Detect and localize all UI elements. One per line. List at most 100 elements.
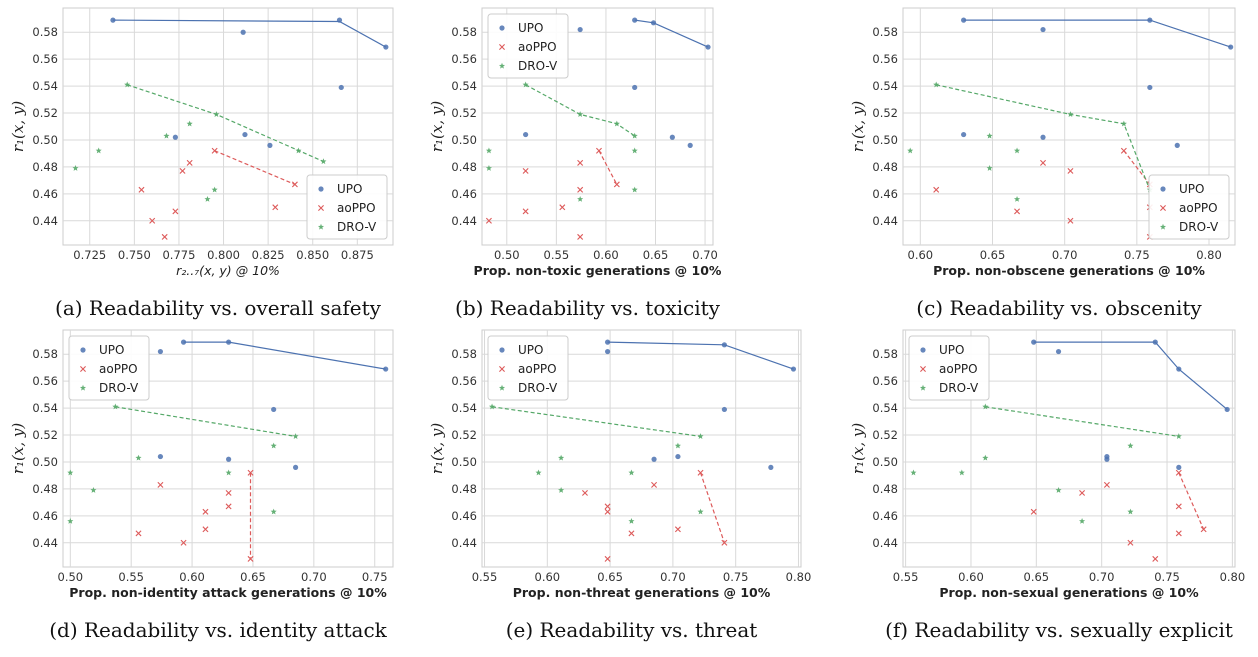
y-tick-label: 0.48 — [872, 160, 898, 174]
data-point — [631, 186, 638, 193]
series-dro-v — [485, 81, 638, 202]
data-point — [577, 111, 584, 117]
y-axis-label: r₁(x, y) — [428, 101, 446, 153]
data-point — [986, 132, 993, 139]
x-tick-label: 0.70 — [1089, 570, 1115, 584]
x-tick-label: 0.60 — [179, 570, 205, 584]
data-point — [628, 518, 635, 524]
data-point — [292, 433, 299, 439]
data-point — [577, 186, 584, 193]
data-point — [1224, 406, 1230, 413]
data-point — [320, 158, 327, 165]
y-axis-label: r₁(x, y) — [849, 423, 867, 475]
y-tick-label: 0.58 — [451, 347, 477, 361]
data-point — [225, 469, 232, 476]
y-tick-label: 0.46 — [32, 187, 58, 201]
data-point — [213, 111, 220, 117]
legend: UPO aoPPO DRO-V — [908, 335, 990, 401]
data-point — [651, 456, 657, 462]
y-axis-label: r₁(x, y) — [849, 101, 867, 153]
y-tick-label: 0.52 — [32, 106, 58, 120]
y-tick-label: 0.54 — [872, 401, 898, 415]
data-point — [186, 120, 193, 127]
legend-label: UPO — [518, 21, 543, 35]
y-tick-label: 0.50 — [451, 455, 477, 469]
data-point — [721, 342, 727, 348]
data-point — [72, 165, 79, 171]
legend: UPO aoPPO DRO-V — [487, 335, 569, 401]
data-point — [577, 159, 584, 166]
data-point — [1152, 555, 1159, 562]
subfigure-caption: (f) Readability vs. sexually explicit — [885, 618, 1233, 642]
y-axis-label: r₁(x, y) — [428, 423, 446, 475]
data-point — [292, 464, 299, 470]
x-tick-label: 0.55 — [893, 570, 919, 584]
subfigure-caption: (e) Readability vs. threat — [506, 618, 758, 642]
y-tick-label: 0.52 — [451, 428, 477, 442]
y-tick-label: 0.52 — [872, 106, 898, 120]
data-point — [1147, 17, 1153, 23]
legend-marker — [1160, 186, 1166, 192]
y-tick-label: 0.52 — [32, 428, 58, 442]
data-point — [961, 17, 967, 23]
data-point — [295, 147, 302, 154]
x-tick-label: 0.50 — [494, 248, 520, 262]
subfigure-caption: (d) Readability vs. identity attack — [49, 618, 387, 642]
legend: UPO aoPPO DRO-V — [1148, 174, 1230, 240]
data-point — [604, 503, 611, 510]
y-tick-label: 0.50 — [872, 133, 898, 147]
x-tick-label: 0.75 — [1154, 570, 1180, 584]
series-dro-v — [67, 403, 299, 524]
legend-label: aoPPO — [337, 201, 376, 215]
series-upo — [110, 17, 389, 148]
y-tick-label: 0.46 — [451, 509, 477, 523]
x-tick-label: 0.65 — [980, 248, 1006, 262]
data-point — [124, 81, 131, 88]
data-point — [1152, 339, 1158, 345]
data-point — [135, 454, 142, 461]
data-point — [67, 518, 74, 524]
subfigure-caption: (b) Readability vs. toxicity — [455, 296, 721, 320]
data-point — [522, 167, 529, 174]
series-upo — [961, 17, 1234, 148]
data-point — [485, 217, 492, 224]
data-point — [790, 366, 797, 372]
data-point — [1055, 487, 1062, 493]
legend-marker — [499, 25, 505, 31]
data-point — [558, 454, 565, 461]
x-tick-label: 0.775 — [162, 248, 195, 262]
data-point — [240, 29, 246, 35]
data-point — [628, 530, 635, 537]
x-tick-label: 0.70 — [301, 570, 327, 584]
legend-box — [68, 335, 150, 401]
data-point — [135, 530, 142, 537]
data-point — [1127, 539, 1134, 546]
x-tick-label: 0.75 — [1124, 248, 1150, 262]
legend-marker — [920, 366, 926, 372]
frontier-line-dro-v — [985, 406, 1179, 437]
x-axis-label: Prop. non-identity attack generations @ … — [69, 585, 387, 600]
legend-box — [908, 335, 990, 401]
data-point — [631, 147, 638, 154]
data-point — [1120, 120, 1127, 127]
x-tick-label: 0.850 — [296, 248, 329, 262]
legend-box — [1148, 174, 1230, 240]
data-point — [632, 17, 638, 23]
y-tick-label: 0.52 — [872, 428, 898, 442]
data-point — [110, 17, 116, 23]
data-point — [1067, 217, 1074, 224]
series-aoppo — [138, 147, 298, 240]
x-tick-label: 0.80 — [1196, 248, 1222, 262]
legend-label: aoPPO — [518, 40, 557, 54]
data-point — [604, 508, 611, 515]
x-tick-label: 0.65 — [1024, 570, 1050, 584]
x-tick-label: 0.65 — [643, 248, 669, 262]
y-tick-label: 0.48 — [32, 160, 58, 174]
data-point — [559, 204, 566, 211]
x-axis-label: r₂..₇(x, y) @ 10% — [176, 263, 280, 278]
x-tick-label: 0.60 — [958, 570, 984, 584]
legend-marker — [919, 384, 927, 391]
data-point — [1228, 44, 1234, 50]
legend-label: UPO — [939, 343, 964, 357]
